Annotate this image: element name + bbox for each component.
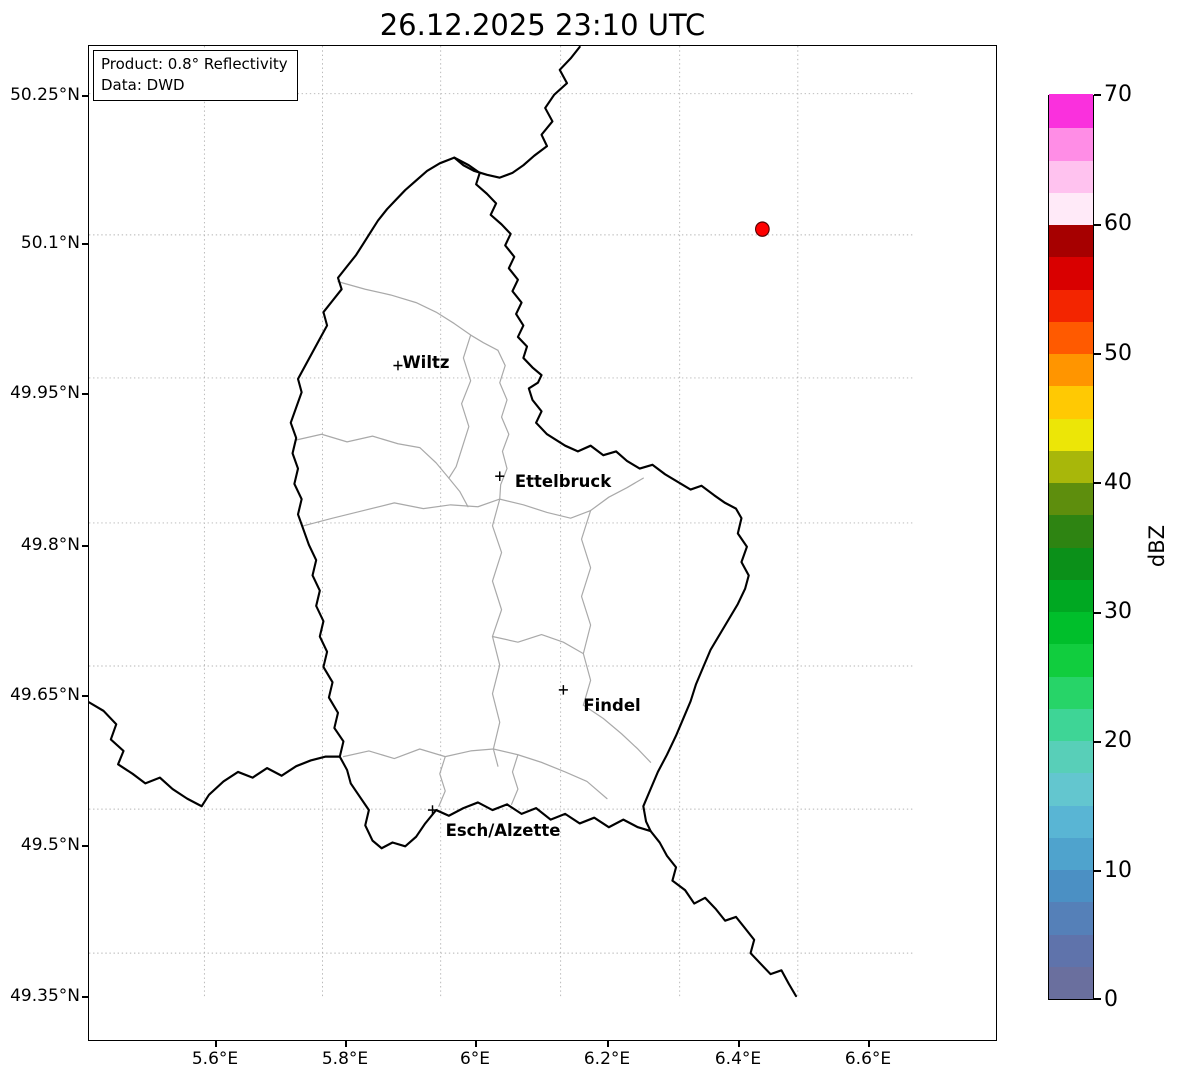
colorbar-segment xyxy=(1049,352,1093,387)
ytick-50-1: 50.1°N xyxy=(20,233,80,253)
cbtick-70: 70 xyxy=(1104,82,1132,107)
colorbar-segment xyxy=(1049,223,1093,258)
xtickmark xyxy=(475,1041,477,1047)
xtick-6-4: 6.4°E xyxy=(714,1049,762,1069)
city-marker-findel xyxy=(558,685,568,695)
cbtick-50: 50 xyxy=(1104,341,1132,366)
cbtickmark xyxy=(1094,224,1101,226)
map-plot: Product: 0.8° Reflectivity Data: DWD Wil… xyxy=(88,45,997,1041)
colorbar-segment xyxy=(1049,706,1093,741)
city-label-wiltz: Wiltz xyxy=(402,353,450,372)
ytick-49-5: 49.5°N xyxy=(20,835,80,855)
ytickmark xyxy=(82,845,88,847)
colorbar-gradient xyxy=(1049,94,1093,999)
product-label: Product: 0.8° Reflectivity xyxy=(101,55,288,73)
colorbar-unit-label: dBZ xyxy=(1145,524,1169,568)
xtickmark xyxy=(868,1041,870,1047)
cbtickmark xyxy=(1094,482,1101,484)
colorbar-segment xyxy=(1049,900,1093,935)
xtickmark xyxy=(738,1041,740,1047)
cbtickmark xyxy=(1094,998,1101,1000)
cbtick-10: 10 xyxy=(1104,858,1132,883)
country-borders xyxy=(89,46,798,998)
cbtick-40: 40 xyxy=(1104,470,1132,495)
xtick-6-6: 6.6°E xyxy=(844,1049,892,1069)
city-label-ettelbruck: Ettelbruck xyxy=(514,472,612,491)
city-marker-esch xyxy=(427,805,438,815)
cbtickmark xyxy=(1094,741,1101,743)
ytickmark xyxy=(82,95,88,97)
cbtick-60: 60 xyxy=(1104,211,1132,236)
product-info-box: Product: 0.8° Reflectivity Data: DWD xyxy=(93,50,298,101)
ytickmark xyxy=(82,545,88,547)
xtickmark xyxy=(345,1041,347,1047)
cbtickmark xyxy=(1094,94,1101,96)
colorbar-segment xyxy=(1049,190,1093,225)
xtick-5-8: 5.8°E xyxy=(321,1049,369,1069)
cbtick-20: 20 xyxy=(1104,728,1132,753)
colorbar-segment xyxy=(1049,868,1093,903)
ytick-49-95: 49.95°N xyxy=(10,383,80,403)
colorbar-segment xyxy=(1049,932,1093,967)
be-de-border xyxy=(453,46,581,179)
xtick-5-6: 5.6°E xyxy=(191,1049,239,1069)
ytick-49-65: 49.65°N xyxy=(10,685,80,705)
colorbar-segment xyxy=(1049,577,1093,612)
xtick-6: 6°E xyxy=(459,1049,491,1069)
colorbar-segment xyxy=(1049,416,1093,451)
colorbar xyxy=(1048,94,1094,1000)
ytick-49-8: 49.8°N xyxy=(20,535,80,555)
cbtickmark xyxy=(1094,612,1101,614)
ytick-49-35: 49.35°N xyxy=(10,986,80,1006)
map-svg xyxy=(89,46,916,998)
xtick-6-2: 6.2°E xyxy=(583,1049,631,1069)
fr-be-border xyxy=(89,701,341,808)
colorbar-segment xyxy=(1049,448,1093,483)
colorbar-segment xyxy=(1049,287,1093,322)
city-label-esch: Esch/Alzette xyxy=(445,821,561,840)
data-source-label: Data: DWD xyxy=(101,76,185,94)
colorbar-segment xyxy=(1049,771,1093,806)
figure-title: 26.12.2025 23:10 UTC xyxy=(379,8,706,42)
colorbar-segment xyxy=(1049,803,1093,838)
city-label-findel: Findel xyxy=(583,696,641,715)
colorbar-segment xyxy=(1049,642,1093,677)
ytickmark xyxy=(82,996,88,998)
colorbar-segment xyxy=(1049,255,1093,290)
ytickmark xyxy=(82,393,88,395)
fr-de-border xyxy=(649,829,798,998)
luxembourg-border xyxy=(289,156,750,850)
xtickmark xyxy=(607,1041,609,1047)
city-markers xyxy=(393,360,568,815)
colorbar-segment xyxy=(1049,964,1093,999)
colorbar-segment xyxy=(1049,835,1093,870)
ytick-50-25: 50.25°N xyxy=(10,85,80,105)
city-marker-ettelbruck xyxy=(495,471,505,481)
colorbar-segment xyxy=(1049,610,1093,645)
colorbar-segment xyxy=(1049,94,1093,129)
cbtick-30: 30 xyxy=(1104,599,1132,624)
colorbar-segment xyxy=(1049,739,1093,774)
colorbar-segment xyxy=(1049,158,1093,193)
district-borders xyxy=(295,280,652,807)
colorbar-segment xyxy=(1049,513,1093,548)
colorbar-segment xyxy=(1049,319,1093,354)
gridlines xyxy=(89,46,916,997)
colorbar-segment xyxy=(1049,674,1093,709)
ytickmark xyxy=(82,695,88,697)
colorbar-segment xyxy=(1049,545,1093,580)
cbtickmark xyxy=(1094,353,1101,355)
xtickmark xyxy=(215,1041,217,1047)
colorbar-segment xyxy=(1049,126,1093,161)
colorbar-segment xyxy=(1049,481,1093,516)
radar-site-marker xyxy=(755,221,770,237)
cbtick-0: 0 xyxy=(1104,987,1118,1012)
city-marker-wiltz xyxy=(393,360,403,371)
cbtickmark xyxy=(1094,870,1101,872)
colorbar-segment xyxy=(1049,384,1093,419)
ytickmark xyxy=(82,243,88,245)
